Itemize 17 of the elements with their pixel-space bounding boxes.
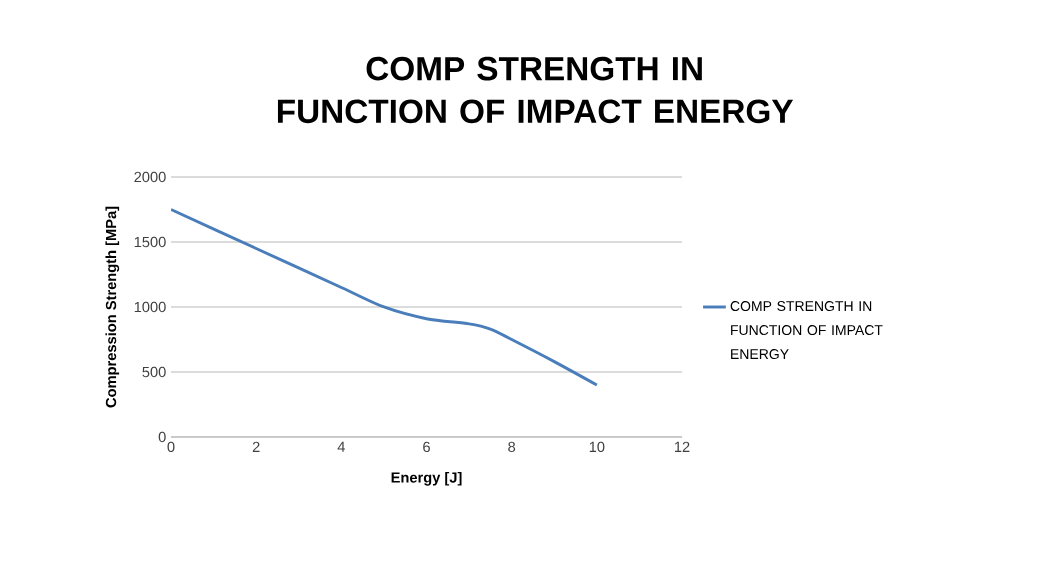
x-tick-label: 6 <box>423 441 430 453</box>
y-tick-label: 500 <box>142 366 166 378</box>
x-tick-label: 12 <box>674 441 690 452</box>
x-tick-label: 4 <box>337 441 345 452</box>
y-tick-label: 0 <box>158 431 166 443</box>
x-tick-label: 2 <box>252 441 260 452</box>
legend-label: COMP STRENGTH IN FUNCTION OF IMPACT ENERGY <box>730 301 883 360</box>
x-tick-label: 10 <box>589 441 605 453</box>
y-axis-title: Compression Strength [MPa] <box>105 206 120 408</box>
y-tick-label: 1500 <box>134 236 166 248</box>
line-series <box>171 208 599 387</box>
x-tick-label: 0 <box>167 441 175 453</box>
chart-title: COMP STRENGTH IN FUNCTION OF IMPACT ENERGY <box>277 56 794 124</box>
x-axis-title: Energy [J] <box>391 471 462 486</box>
y-tick-label: 2000 <box>134 171 166 183</box>
y-tick-label: 1000 <box>134 301 166 313</box>
x-tick-label: 8 <box>508 441 516 453</box>
